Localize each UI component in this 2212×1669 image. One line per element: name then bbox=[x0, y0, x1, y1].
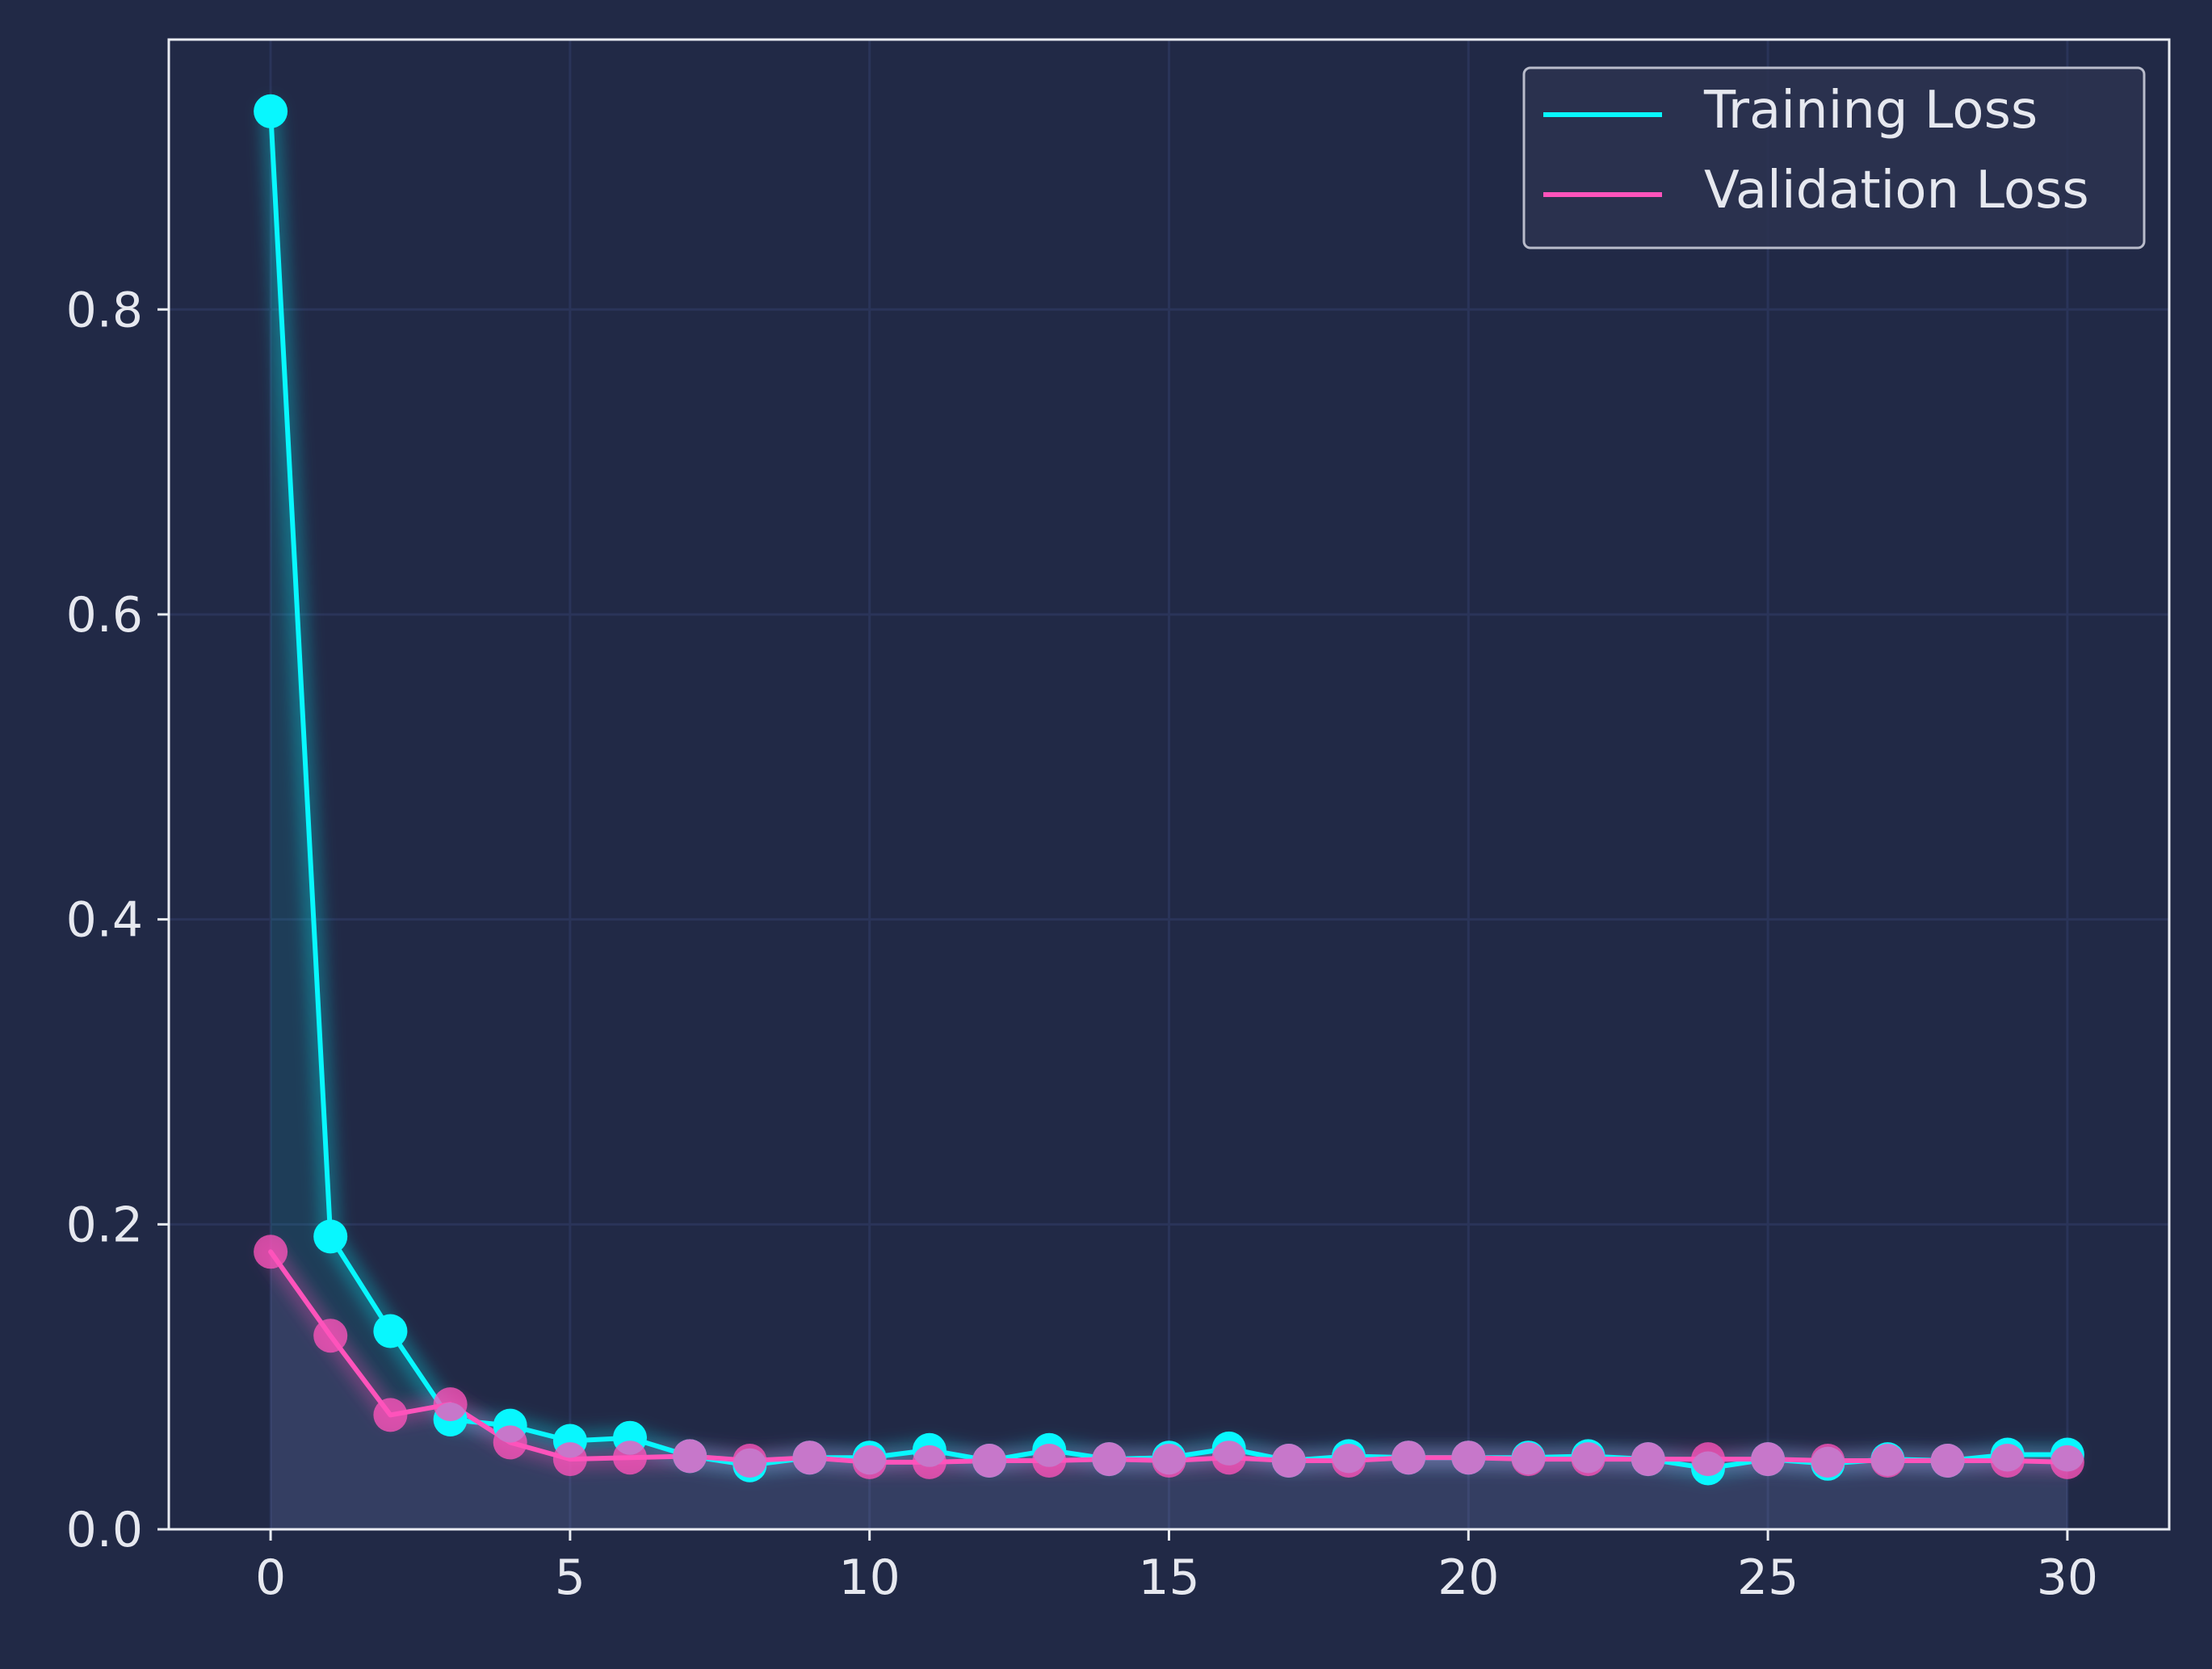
validation-loss-point bbox=[433, 1387, 468, 1422]
y-tick-label: 0.8 bbox=[66, 282, 143, 338]
validation-loss-point bbox=[1691, 1442, 1725, 1477]
y-tick-label: 0.4 bbox=[66, 892, 143, 949]
validation-loss-point bbox=[1332, 1444, 1366, 1478]
training-loss-point bbox=[254, 94, 288, 128]
validation-loss-point bbox=[1032, 1444, 1067, 1478]
validation-loss-point bbox=[912, 1445, 947, 1479]
validation-loss-point bbox=[313, 1319, 348, 1353]
x-tick-label: 10 bbox=[839, 1549, 900, 1606]
x-tick-label: 5 bbox=[555, 1549, 586, 1606]
y-tick-label: 0.2 bbox=[66, 1197, 143, 1253]
validation-loss-point bbox=[1211, 1440, 1246, 1475]
validation-loss-point bbox=[254, 1235, 288, 1269]
training-loss-point bbox=[313, 1219, 348, 1254]
validation-loss-point bbox=[1571, 1442, 1605, 1477]
validation-loss-point bbox=[613, 1440, 647, 1475]
validation-loss-point bbox=[1990, 1444, 2025, 1478]
validation-loss-point bbox=[792, 1440, 827, 1475]
validation-loss-point bbox=[1811, 1444, 1845, 1478]
x-tick-label: 25 bbox=[1737, 1549, 1799, 1606]
y-tick-label: 0.6 bbox=[66, 587, 143, 644]
x-tick-label: 30 bbox=[2037, 1549, 2098, 1606]
validation-loss-point bbox=[373, 1398, 408, 1432]
x-tick-label: 0 bbox=[255, 1549, 286, 1606]
validation-loss-point bbox=[972, 1444, 1006, 1478]
validation-loss-point bbox=[1870, 1444, 1905, 1478]
validation-loss-point bbox=[1631, 1442, 1665, 1477]
validation-loss-point bbox=[1930, 1444, 1965, 1478]
validation-loss-point bbox=[493, 1425, 527, 1460]
validation-loss-point bbox=[1511, 1442, 1546, 1477]
validation-loss-point bbox=[1152, 1444, 1186, 1478]
validation-loss-point bbox=[1391, 1440, 1426, 1475]
validation-loss-point bbox=[1092, 1442, 1127, 1477]
validation-loss-point bbox=[1751, 1442, 1786, 1477]
training-loss-point bbox=[373, 1314, 408, 1348]
legend-label-training-loss: Training Loss bbox=[1703, 81, 2038, 140]
validation-loss-point bbox=[732, 1444, 767, 1478]
validation-loss-point bbox=[552, 1442, 587, 1477]
validation-loss-point bbox=[673, 1439, 707, 1474]
validation-loss-point bbox=[852, 1445, 887, 1479]
legend-label-validation-loss: Validation Loss bbox=[1704, 161, 2089, 220]
x-tick-label: 15 bbox=[1138, 1549, 1199, 1606]
grid bbox=[169, 40, 2169, 1529]
y-tick-label: 0.0 bbox=[66, 1502, 143, 1558]
series-markers bbox=[254, 94, 2084, 1486]
legend: Training Loss Validation Loss bbox=[1522, 66, 2146, 250]
legend-box bbox=[1522, 66, 2146, 250]
validation-loss-point bbox=[1271, 1444, 1306, 1478]
axis-ticks: 0 5 10 15 20 25 30 0.0 0.2 0.4 0.6 0.8 bbox=[66, 282, 2099, 1606]
x-tick-label: 20 bbox=[1438, 1549, 1499, 1606]
validation-loss-point bbox=[1451, 1440, 1486, 1475]
validation-loss-point bbox=[2050, 1445, 2084, 1479]
